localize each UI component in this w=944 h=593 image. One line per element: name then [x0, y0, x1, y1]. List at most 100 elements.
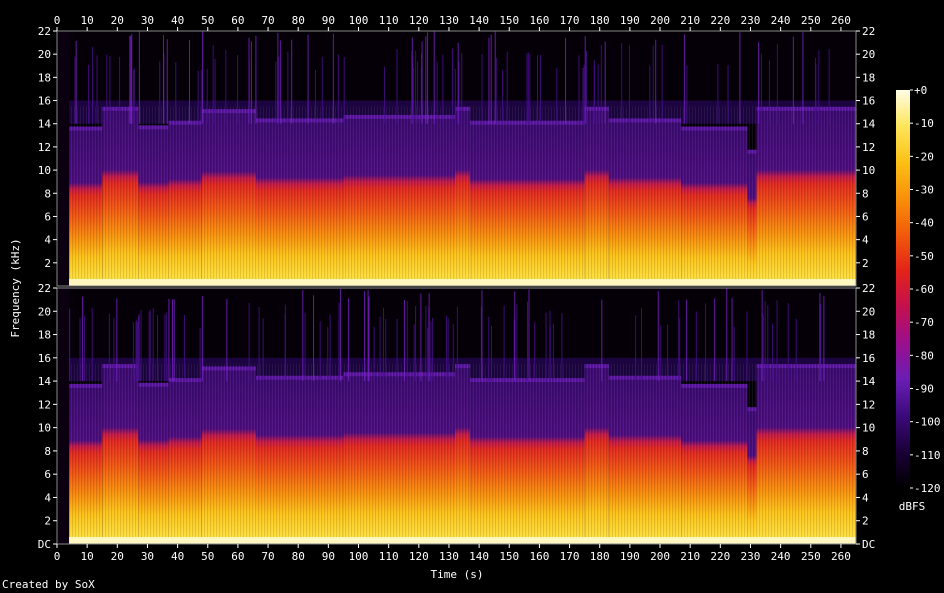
x-tick-label-bottom: 100: [349, 550, 369, 563]
x-tick-label-top: 120: [409, 14, 429, 27]
spectrum-spike: [199, 327, 201, 382]
spectrum-spike: [406, 301, 408, 382]
spectrum-spike: [132, 70, 134, 124]
spectrum-spike: [262, 318, 264, 382]
colorbar-tick-label: -30: [914, 184, 934, 197]
spectrum-spike: [307, 34, 309, 124]
x-tick-label-bottom: 170: [560, 550, 580, 563]
spectrum-spike: [421, 53, 423, 124]
y-tick-label-right: 16: [862, 352, 875, 365]
spectrum-spike: [556, 67, 558, 124]
y-tick-label-right: 2: [862, 257, 869, 270]
x-tick-label-bottom: 210: [680, 550, 700, 563]
spectrum-spike: [396, 48, 398, 124]
spectrum-spike: [206, 68, 208, 124]
y-tick-label-left: 8: [44, 445, 51, 458]
y-axis-label: Frequency (kHz): [9, 238, 22, 337]
x-tick-label-bottom: 90: [322, 550, 335, 563]
spectrum-spike: [772, 323, 774, 382]
colorbar-tick-label: -60: [914, 283, 934, 296]
x-tick-label-bottom: 150: [499, 550, 519, 563]
x-tick-label-top: 140: [469, 14, 489, 27]
x-tick-label-top: 60: [231, 14, 244, 27]
x-tick-label-top: 110: [379, 14, 399, 27]
spectrum-spike: [337, 54, 339, 124]
spectrum-spike: [536, 55, 538, 124]
y-tick-label-right: 10: [862, 164, 875, 177]
spectrum-spike: [113, 317, 115, 382]
spectrum-spike: [686, 299, 688, 382]
x-tick-label-bottom: 200: [650, 550, 670, 563]
x-tick-label-bottom: 110: [379, 550, 399, 563]
x-tick-label-bottom: 10: [81, 550, 94, 563]
spectrum-spike: [432, 317, 434, 382]
spectrum-spike: [329, 314, 331, 382]
colorbar-tick-label: -50: [914, 250, 934, 263]
spectrum-spike: [717, 63, 719, 124]
spectrum-spike: [578, 55, 580, 124]
spectrum-spike: [164, 314, 166, 382]
spectrum-spike: [516, 304, 518, 382]
dc-band: [69, 537, 857, 544]
spectrum-spike: [343, 56, 345, 124]
spectrum-spike: [456, 306, 458, 382]
spectrum-spike: [593, 59, 595, 124]
spectrum-spike: [248, 302, 250, 382]
y-tick-label-right: 2: [862, 515, 869, 528]
spectrum-spike: [403, 299, 405, 382]
spectrum-spike: [291, 39, 293, 124]
spectrum-spike: [84, 315, 86, 382]
spectrum-spike: [88, 64, 90, 124]
y-tick-label-left: 14: [38, 118, 52, 131]
spectrum-spike: [385, 319, 387, 382]
spectrum-spike: [683, 34, 685, 124]
spectrum-spike: [373, 326, 375, 382]
spectrum-spike: [314, 70, 316, 124]
y-tick-label-left: 22: [38, 282, 51, 295]
y-tick-label-left: 6: [44, 468, 51, 481]
spectrum-spike: [106, 54, 108, 124]
spectrum-spike: [527, 301, 529, 382]
spectrum-spike: [446, 315, 448, 382]
y-tick-label-left: 18: [38, 329, 51, 342]
spectrum-spike: [129, 35, 131, 124]
colorbar-tick-label: -70: [914, 316, 934, 329]
y-tick-label-right: 12: [862, 141, 875, 154]
y-tick-label-left: 8: [44, 187, 51, 200]
spectrum-spike: [250, 41, 252, 124]
spectrum-spike: [739, 32, 741, 124]
spectrum-spike: [428, 293, 430, 382]
y-tick-label-right: 4: [862, 491, 869, 504]
channel-bottom-plot: [56, 287, 857, 545]
spectrum-spike: [277, 32, 279, 124]
spectrum-spike: [165, 312, 167, 382]
x-tick-label-top: 70: [261, 14, 274, 27]
leading-silence: [57, 31, 70, 286]
spectrum-spike: [201, 296, 203, 382]
spectrum-spike: [760, 54, 762, 124]
y-tick-label-left: 20: [38, 48, 51, 61]
colorbar-tick-label: -110: [914, 449, 941, 462]
spectrum-spike: [302, 290, 304, 382]
spectrum-spike: [420, 293, 422, 382]
spectrum-spike: [149, 309, 151, 382]
spectrum-spike: [502, 70, 504, 124]
spectrum-spike: [761, 290, 763, 382]
y-tick-label-left: 12: [38, 398, 51, 411]
x-tick-label-top: 90: [322, 14, 335, 27]
y-tick-label-right: 22: [862, 25, 875, 38]
spectrum-spike: [278, 56, 280, 124]
y-tick-label-left: 2: [44, 515, 51, 528]
spectrum-spike: [823, 296, 825, 382]
spectrum-spike: [138, 313, 140, 382]
spectrum-spike: [119, 56, 121, 124]
spectrum-spike: [173, 299, 175, 382]
spectrum-spike: [413, 324, 415, 382]
spectrum-spike: [452, 324, 454, 382]
y-tick-label-left: DC: [38, 538, 51, 551]
spectrum-spike: [74, 56, 76, 124]
spectrum-spike: [133, 68, 135, 124]
colorbar-tick-label: -120: [914, 482, 941, 495]
